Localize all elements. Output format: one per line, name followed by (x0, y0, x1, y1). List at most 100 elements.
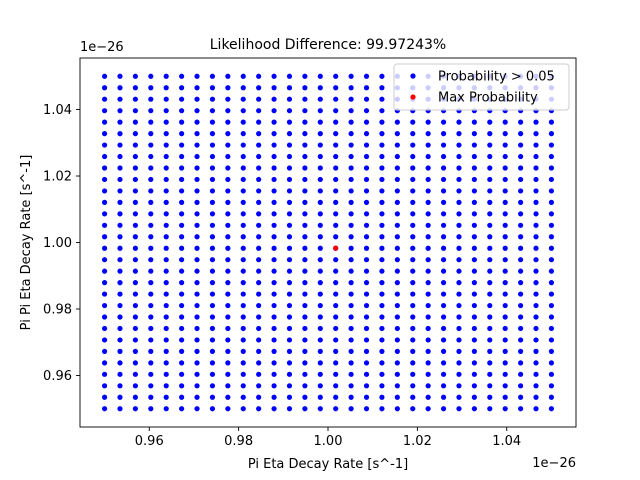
data-point-probability (363, 360, 370, 366)
data-point-probability (163, 211, 169, 217)
data-point-probability (456, 234, 462, 240)
data-point-probability (487, 142, 493, 148)
data-point-probability (225, 383, 231, 389)
data-point-probability (471, 371, 477, 377)
data-point-probability (502, 165, 508, 171)
data-point-probability (101, 348, 108, 354)
data-point-probability (240, 199, 246, 205)
data-point-probability (317, 280, 323, 286)
data-point-probability (117, 85, 123, 91)
data-point-probability (471, 268, 477, 274)
data-point-probability (101, 188, 108, 194)
data-point-probability (101, 176, 108, 183)
data-point-probability (487, 176, 493, 183)
data-point-probability (225, 371, 231, 377)
data-point-probability (518, 325, 524, 332)
data-point-probability (456, 257, 462, 263)
data-point-probability (548, 348, 555, 354)
data-point-probability (333, 383, 339, 389)
data-point-probability (471, 360, 477, 366)
data-point-probability (333, 222, 339, 228)
data-point-probability (487, 291, 493, 297)
data-point-probability (410, 153, 416, 160)
data-point-probability (179, 291, 185, 297)
data-point-probability (179, 153, 185, 160)
data-point-probability (333, 211, 339, 217)
data-point-probability (502, 291, 508, 297)
data-point-probability (394, 383, 400, 389)
data-point-probability (533, 383, 539, 389)
data-point-probability (286, 371, 293, 377)
data-point-probability (363, 383, 370, 389)
data-point-probability (487, 325, 493, 332)
data-point-probability (487, 280, 493, 286)
data-point-probability (271, 188, 277, 194)
data-point-probability (194, 108, 200, 114)
data-point-probability (209, 165, 216, 171)
data-point-probability (502, 131, 508, 137)
data-point-probability (471, 199, 477, 205)
data-point-probability (518, 348, 524, 354)
data-point-probability (379, 165, 385, 171)
data-point-probability (548, 371, 555, 377)
data-point-probability (333, 360, 339, 366)
data-point-probability (179, 142, 185, 148)
data-point-probability (487, 222, 493, 228)
data-point-probability (394, 142, 400, 148)
data-point-probability (363, 245, 370, 251)
data-point-probability (487, 314, 493, 320)
data-point-probability (179, 348, 185, 354)
data-point-probability (348, 85, 354, 91)
data-point-probability (179, 371, 185, 377)
data-point-probability (440, 360, 447, 366)
data-point-probability (410, 371, 416, 377)
data-point-probability (286, 406, 293, 412)
data-point-probability (271, 176, 277, 183)
data-point-probability (317, 131, 323, 137)
data-point-probability (363, 165, 370, 171)
data-point-probability (132, 96, 138, 102)
data-point-probability (240, 348, 246, 354)
data-point-probability (101, 153, 108, 160)
x-tick-label: 1.04 (492, 434, 521, 449)
data-point-probability (440, 268, 447, 274)
data-point-probability (194, 348, 200, 354)
data-point-probability (271, 211, 277, 217)
data-point-probability (240, 383, 246, 389)
data-point-probability (425, 119, 431, 125)
data-point-probability (209, 222, 216, 228)
data-point-probability (518, 153, 524, 160)
data-point-probability (518, 188, 524, 194)
data-point-probability (302, 245, 308, 251)
data-point-probability (471, 245, 477, 251)
data-point-probability (163, 73, 169, 79)
data-point-probability (456, 199, 462, 205)
data-point-probability (117, 73, 123, 79)
data-point-probability (148, 302, 154, 309)
data-point-probability (209, 280, 216, 286)
data-point-probability (548, 222, 555, 228)
data-point-probability (132, 291, 138, 297)
data-point-probability (302, 337, 308, 343)
data-point-probability (132, 280, 138, 286)
data-point-probability (333, 108, 339, 114)
data-point-probability (132, 165, 138, 171)
data-point-probability (471, 337, 477, 343)
data-point-probability (533, 222, 539, 228)
data-point-probability (117, 302, 123, 309)
data-point-probability (379, 153, 385, 160)
data-point-probability (363, 222, 370, 228)
data-point-probability (440, 314, 447, 320)
data-point-probability (101, 245, 108, 251)
data-point-probability (179, 360, 185, 366)
data-point-probability (225, 142, 231, 148)
data-point-probability (471, 383, 477, 389)
data-point-probability (317, 325, 323, 332)
data-point-probability (379, 257, 385, 263)
data-point-probability (502, 245, 508, 251)
x-ticks: 0.96 0.98 1.00 1.02 1.04 (135, 427, 521, 449)
data-point-probability (548, 268, 555, 274)
data-point-probability (410, 291, 416, 297)
data-point-probability (317, 211, 323, 217)
data-point-probability (548, 188, 555, 194)
